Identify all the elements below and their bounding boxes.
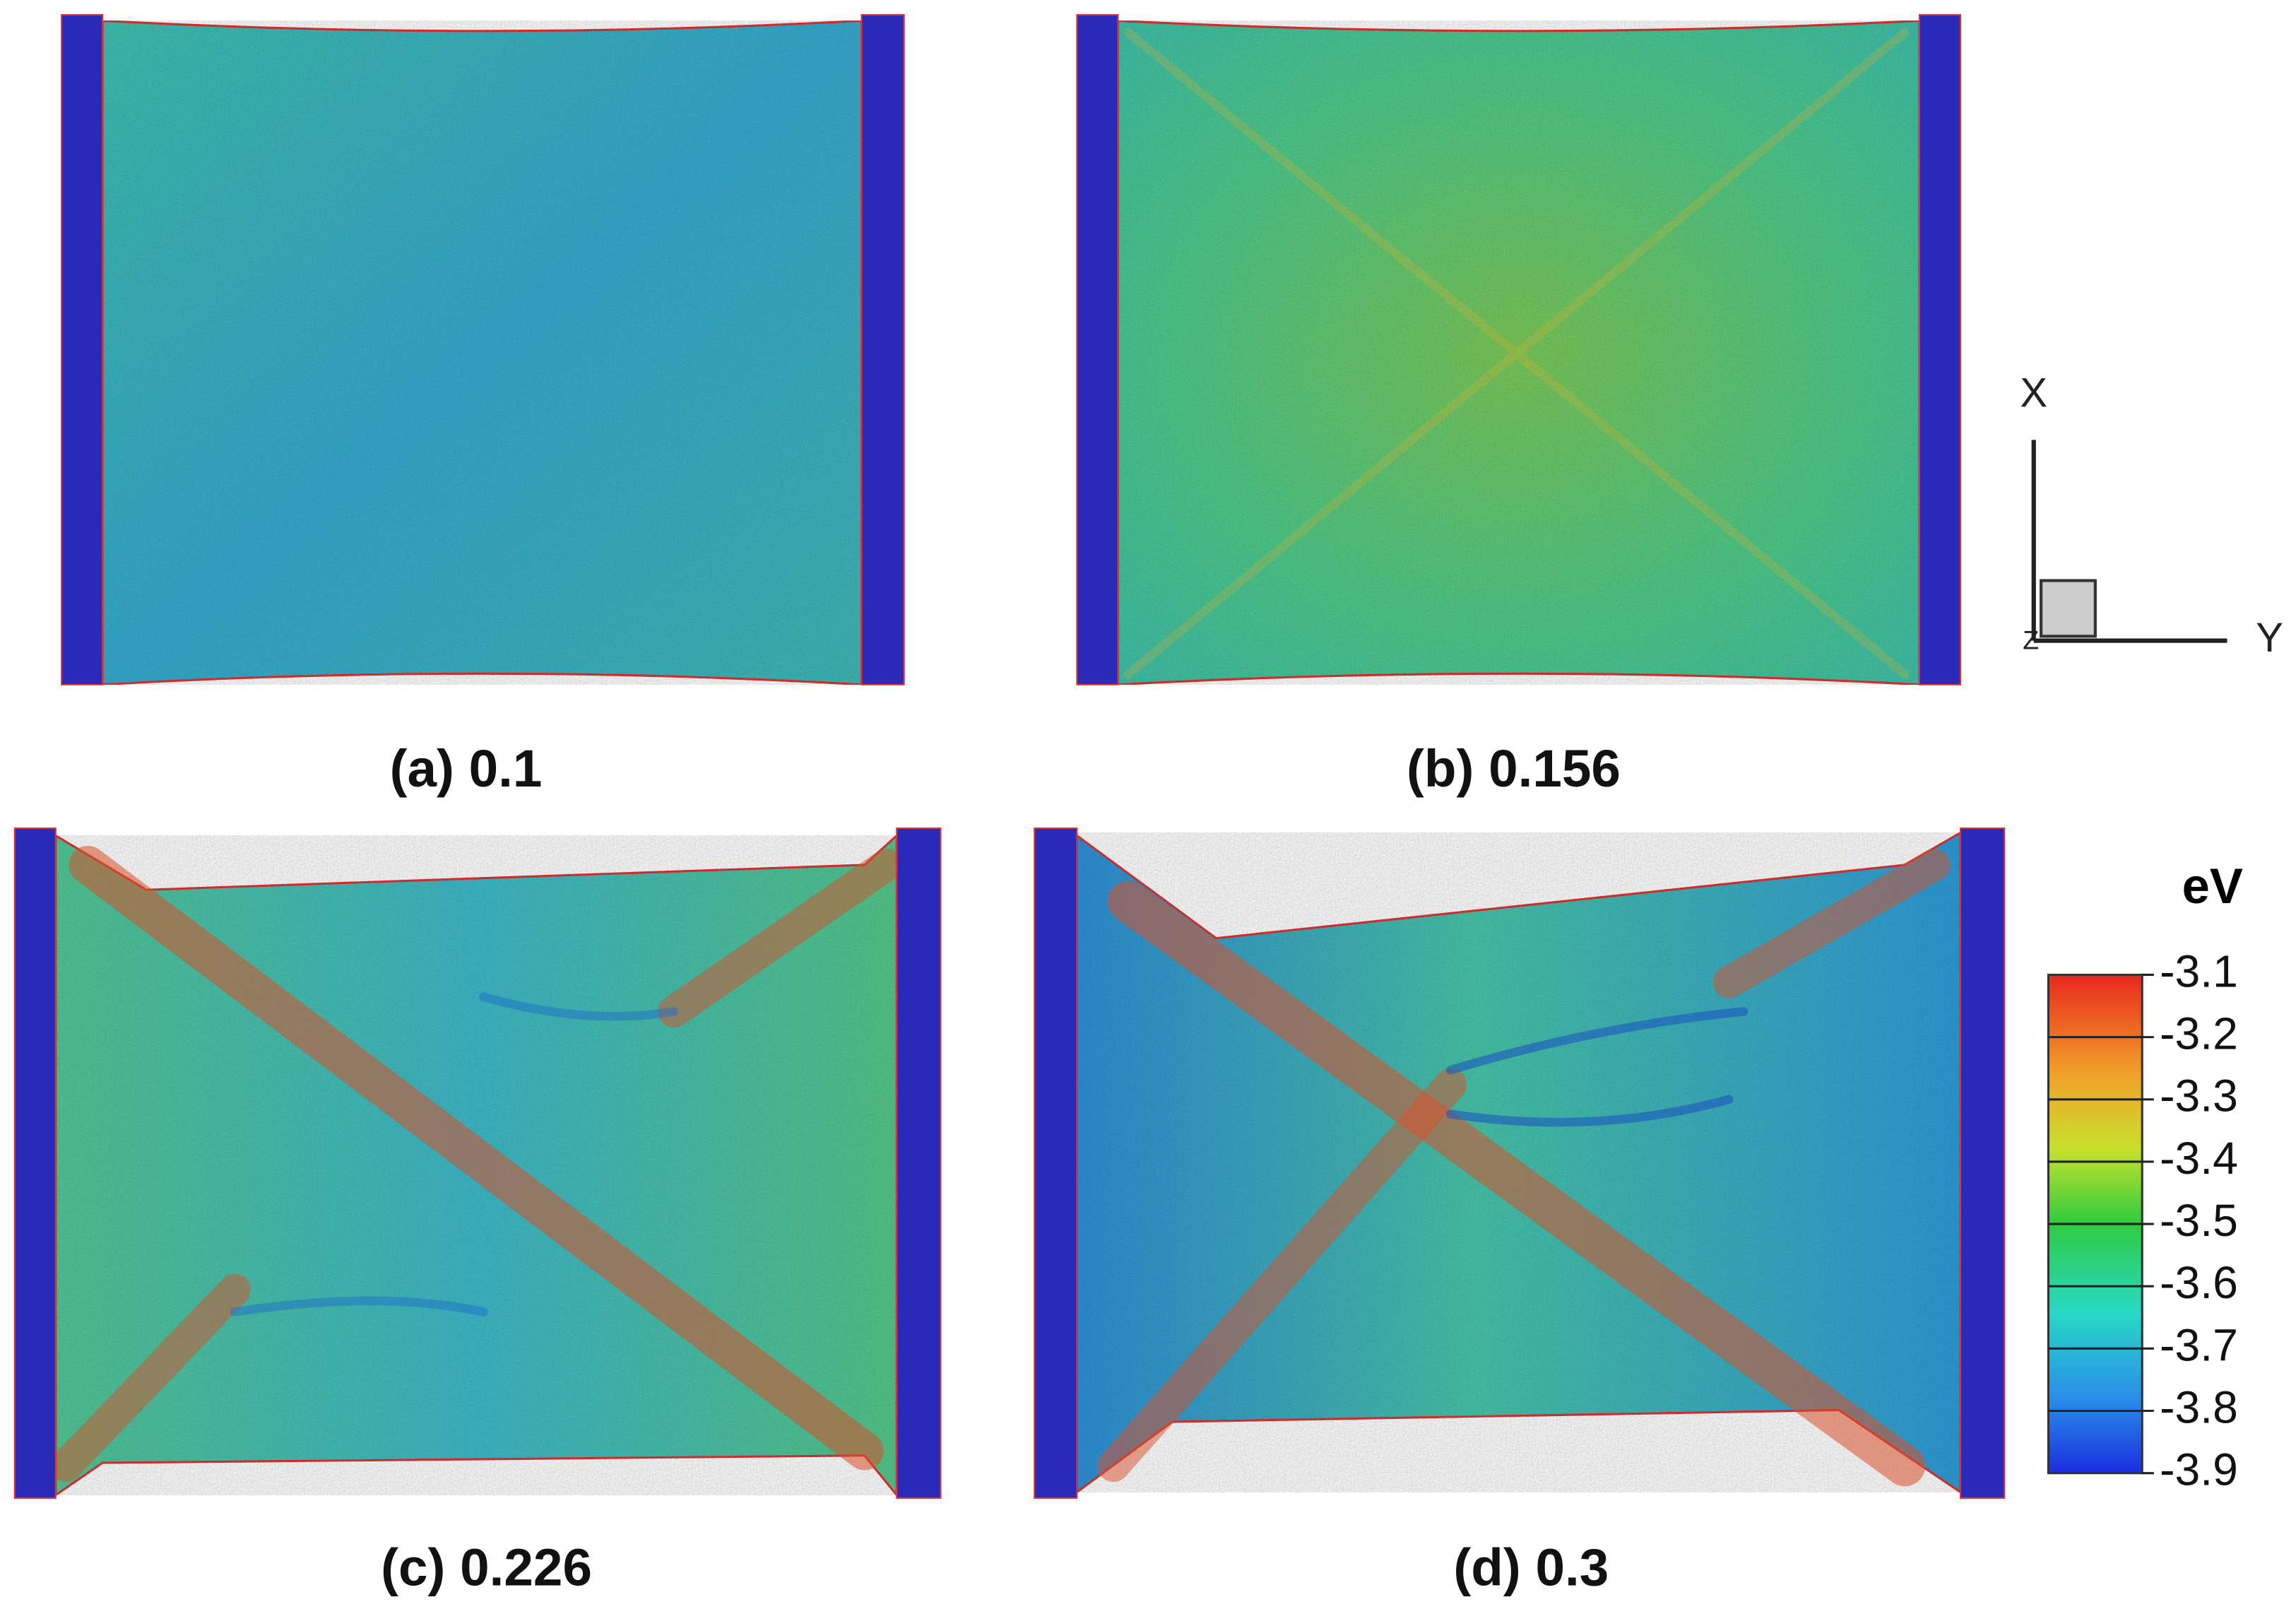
colorbar-unit: eV — [2182, 858, 2243, 914]
colorbar-tick-label: -3.2 — [2160, 1008, 2238, 1059]
grip — [13, 827, 57, 1499]
axis-label: Z — [2023, 625, 2039, 655]
colorbar-tick-label: -3.9 — [2160, 1444, 2238, 1495]
shear-band — [1097, 849, 1951, 1483]
axis-label: Y — [2256, 615, 2283, 661]
shear-band — [49, 849, 903, 1483]
axis-box — [2040, 579, 2097, 638]
colorbar-tick-label: -3.4 — [2160, 1133, 2238, 1184]
shear-band — [69, 845, 884, 1471]
grip — [1076, 13, 1119, 685]
axis-label: X — [2020, 370, 2047, 416]
panel-b: (b) 0.156 — [1076, 13, 1962, 798]
grip — [896, 827, 942, 1499]
panel-label: (d) 0.3 — [1453, 1537, 1609, 1596]
colorbar-tick-label: -3.3 — [2160, 1071, 2238, 1121]
shear-band — [1107, 880, 1926, 1487]
panel-c: (c) 0.226 — [13, 827, 942, 1596]
defect — [1446, 1007, 1748, 1127]
grip — [1960, 827, 2006, 1499]
grip — [860, 13, 905, 685]
defect — [230, 992, 679, 1316]
grip — [1918, 13, 1962, 685]
panel-label: (c) 0.226 — [381, 1537, 592, 1596]
grip — [61, 13, 104, 685]
colorbar: eV -3.1 -3.2 -3.3 -3.4 -3.5 -3.6 -3.7 -3.8 -3.9 — [2047, 858, 2243, 1495]
specimen — [101, 19, 863, 686]
axis-triad: X Y Z — [2020, 370, 2283, 661]
colorbar-tick-label: -3.6 — [2160, 1257, 2238, 1308]
panel-a: (a) 0.1 — [61, 13, 905, 798]
panel-label: (b) 0.156 — [1407, 738, 1621, 798]
colorbar-tick-label: -3.5 — [2160, 1195, 2238, 1246]
colorbar-tick-label: -3.1 — [2160, 946, 2238, 996]
panel-d: (d) 0.3 — [1034, 827, 2006, 1596]
colorbar-tick-label: -3.8 — [2160, 1382, 2238, 1432]
grip — [1034, 827, 1078, 1499]
shear-band — [1123, 28, 1910, 679]
colorbar-tick-label: -3.7 — [2160, 1319, 2238, 1370]
panel-label: (a) 0.1 — [390, 738, 543, 798]
